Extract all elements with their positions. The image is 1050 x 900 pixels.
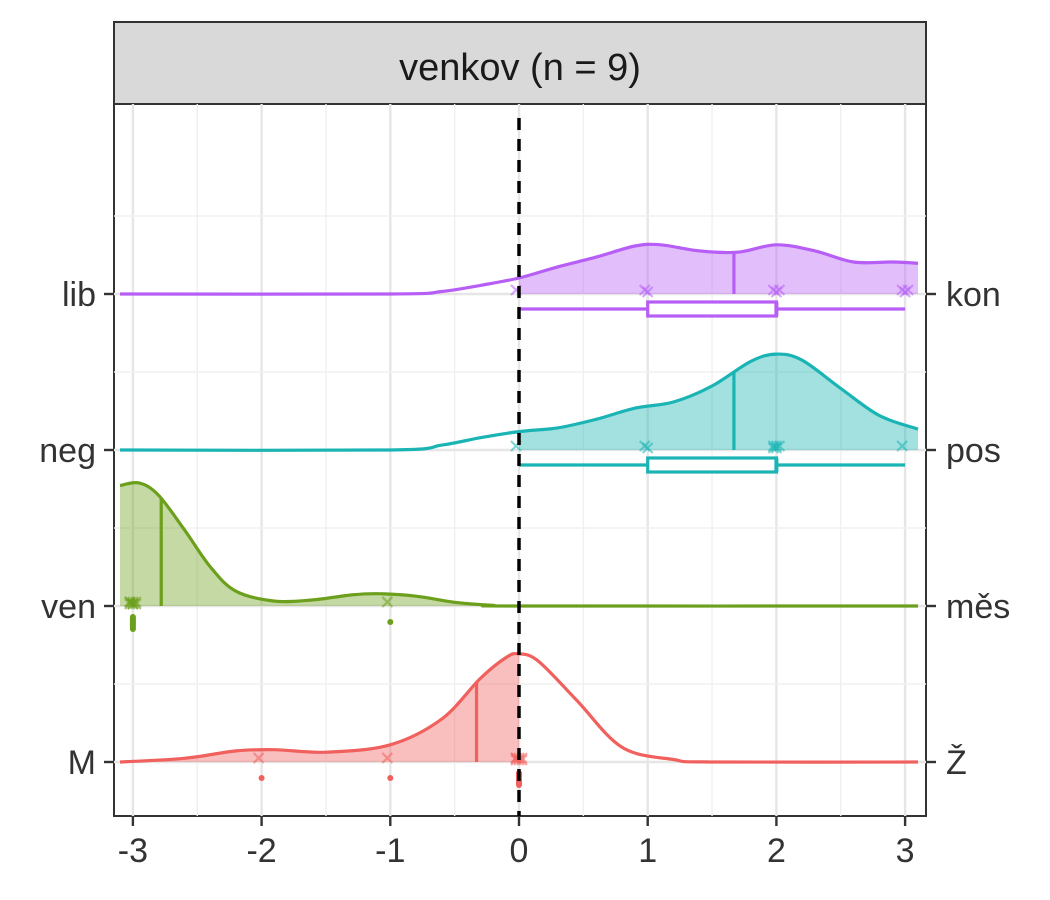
outlier-dot bbox=[258, 775, 265, 781]
ridge-line bbox=[119, 352, 919, 452]
ridge-lib bbox=[119, 242, 919, 298]
outliers-ven bbox=[129, 614, 394, 632]
data-point-marker bbox=[641, 286, 654, 298]
x-tick-label: -1 bbox=[375, 832, 405, 870]
x-tick-label: -3 bbox=[118, 832, 148, 870]
ridge-ven bbox=[119, 481, 919, 610]
ridge-fill bbox=[519, 244, 918, 294]
outlier-dot bbox=[387, 619, 394, 625]
y-tick-label-right: Ž bbox=[946, 744, 967, 782]
data-point-marker bbox=[773, 284, 786, 296]
data-point-marker bbox=[127, 598, 139, 610]
panel-title: venkov (n = 9) bbox=[399, 47, 641, 89]
boxplot-neg bbox=[519, 456, 906, 474]
grid bbox=[114, 104, 926, 816]
data-point-marker bbox=[381, 596, 394, 608]
ridges bbox=[119, 242, 919, 788]
data-point-marker bbox=[896, 440, 908, 452]
x-tick-label: 3 bbox=[896, 832, 915, 870]
y-tick-label-right: pos bbox=[946, 432, 1001, 470]
box bbox=[646, 300, 779, 318]
x-tick-label: 1 bbox=[638, 832, 657, 870]
y-tick-label-right: měs bbox=[946, 588, 1010, 626]
outlier-dot bbox=[129, 614, 136, 632]
box bbox=[646, 456, 779, 474]
data-point-marker bbox=[641, 442, 654, 454]
ridge-neg bbox=[119, 352, 919, 454]
data-point-marker bbox=[252, 752, 265, 764]
ridge-fill bbox=[519, 354, 918, 450]
ridge-line bbox=[119, 651, 919, 764]
boxplot-lib bbox=[519, 300, 906, 318]
data-point-marker bbox=[770, 440, 783, 452]
y-tick-label-left: ven bbox=[41, 588, 96, 626]
x-tick-label: 0 bbox=[510, 832, 529, 870]
ridge-line bbox=[119, 481, 919, 608]
y-tick-label-right: kon bbox=[946, 276, 1001, 314]
outlier-dot bbox=[387, 775, 394, 781]
data-point-marker bbox=[902, 284, 914, 296]
x-tick-label: 2 bbox=[767, 832, 786, 870]
data-point-marker bbox=[381, 752, 394, 764]
x-tick-label: -2 bbox=[246, 832, 276, 870]
y-tick-label-left: lib bbox=[62, 276, 96, 314]
y-tick-label-left: neg bbox=[39, 432, 96, 470]
y-tick-label-left: M bbox=[68, 744, 96, 782]
ridge-line bbox=[119, 242, 919, 296]
panel-strip: venkov (n = 9) bbox=[113, 21, 927, 105]
